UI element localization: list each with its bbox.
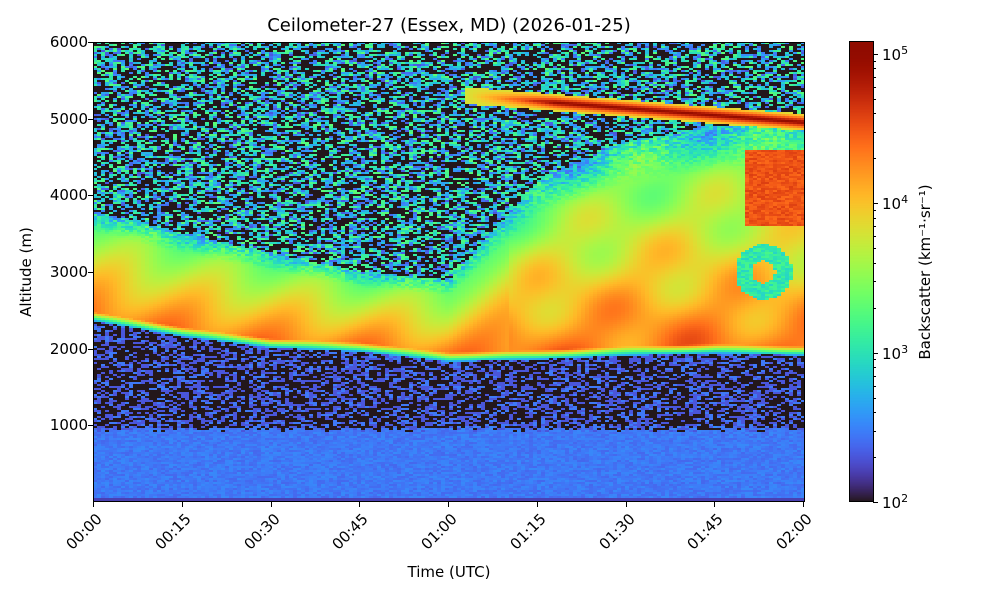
x-tick-mark: [714, 502, 715, 507]
x-tick-label: 01:30: [594, 510, 639, 554]
colorbar-minor-tick: [873, 68, 876, 69]
x-tick-mark: [93, 502, 94, 507]
colorbar-minor-tick: [873, 218, 876, 219]
y-tick-label: 1000: [49, 416, 88, 435]
colorbar-minor-tick: [873, 376, 876, 377]
colorbar-minor-tick: [873, 359, 876, 360]
colorbar-tick-label: 102: [882, 492, 909, 512]
colorbar-major-tick: [873, 203, 878, 204]
colorbar-minor-tick: [873, 386, 876, 387]
colorbar-minor-tick: [873, 263, 876, 264]
y-tick-mark: [88, 349, 93, 350]
y-tick-mark: [88, 119, 93, 120]
heatmap-plot-area: [93, 42, 805, 502]
y-tick-mark: [88, 195, 93, 196]
y-tick-mark: [88, 425, 93, 426]
y-tick-label: 4000: [49, 186, 88, 205]
colorbar-tick-label: 104: [882, 193, 909, 214]
colorbar-minor-tick: [873, 87, 876, 88]
x-tick-label: 00:15: [151, 510, 195, 554]
y-axis-title: Altitude (m): [17, 227, 35, 317]
x-tick-mark: [537, 502, 538, 507]
colorbar-title: Backscatter (km⁻¹·sr⁻¹): [916, 184, 934, 360]
y-tick-label: 3000: [49, 263, 88, 281]
x-tick-label: 02:00: [772, 510, 816, 554]
colorbar-major-tick: [873, 54, 878, 55]
x-tick-label: 00:45: [328, 510, 372, 554]
colorbar-minor-tick: [873, 367, 876, 368]
colorbar-minor-tick: [873, 210, 876, 211]
x-tick-label: 01:45: [683, 510, 727, 554]
colorbar-major-tick: [873, 353, 878, 354]
colorbar: [850, 42, 873, 502]
y-tick-label: 5000: [49, 109, 88, 128]
colorbar-minor-tick: [873, 398, 876, 399]
x-tick-mark: [271, 502, 272, 507]
x-tick-mark: [626, 502, 627, 507]
colorbar-minor-tick: [873, 132, 876, 133]
x-tick-label: 01:00: [417, 510, 461, 554]
x-tick-label: 00:00: [62, 510, 106, 554]
x-tick-mark: [803, 502, 804, 507]
colorbar-minor-tick: [873, 99, 876, 100]
colorbar-minor-tick: [873, 457, 876, 458]
y-tick-mark: [88, 272, 93, 273]
colorbar-minor-tick: [873, 61, 876, 62]
colorbar-tick-label: 105: [882, 43, 909, 64]
colorbar-minor-tick: [873, 431, 876, 432]
y-tick-mark: [88, 42, 93, 43]
colorbar-minor-tick: [873, 113, 876, 114]
chart-title: Ceilometer-27 (Essex, MD) (2026-01-25): [267, 15, 631, 36]
colorbar-major-tick: [873, 502, 878, 503]
x-tick-mark: [359, 502, 360, 507]
colorbar-minor-tick: [873, 412, 876, 413]
x-tick-label: 01:15: [506, 510, 550, 554]
colorbar-minor-tick: [873, 248, 876, 249]
colorbar-minor-tick: [873, 226, 876, 227]
x-tick-label: 00:30: [239, 510, 284, 554]
colorbar-minor-tick: [873, 158, 876, 159]
colorbar-tick-label: 103: [882, 342, 909, 363]
backscatter-heatmap: [93, 42, 805, 502]
y-tick-label: 2000: [49, 339, 88, 358]
colorbar-minor-tick: [873, 77, 876, 78]
x-tick-mark: [182, 502, 183, 507]
x-axis-title: Time (UTC): [407, 563, 491, 581]
colorbar-minor-tick: [873, 308, 876, 309]
x-tick-mark: [448, 502, 449, 507]
y-tick-label: 6000: [49, 33, 88, 51]
colorbar-minor-tick: [873, 281, 876, 282]
colorbar-minor-tick: [873, 236, 876, 237]
